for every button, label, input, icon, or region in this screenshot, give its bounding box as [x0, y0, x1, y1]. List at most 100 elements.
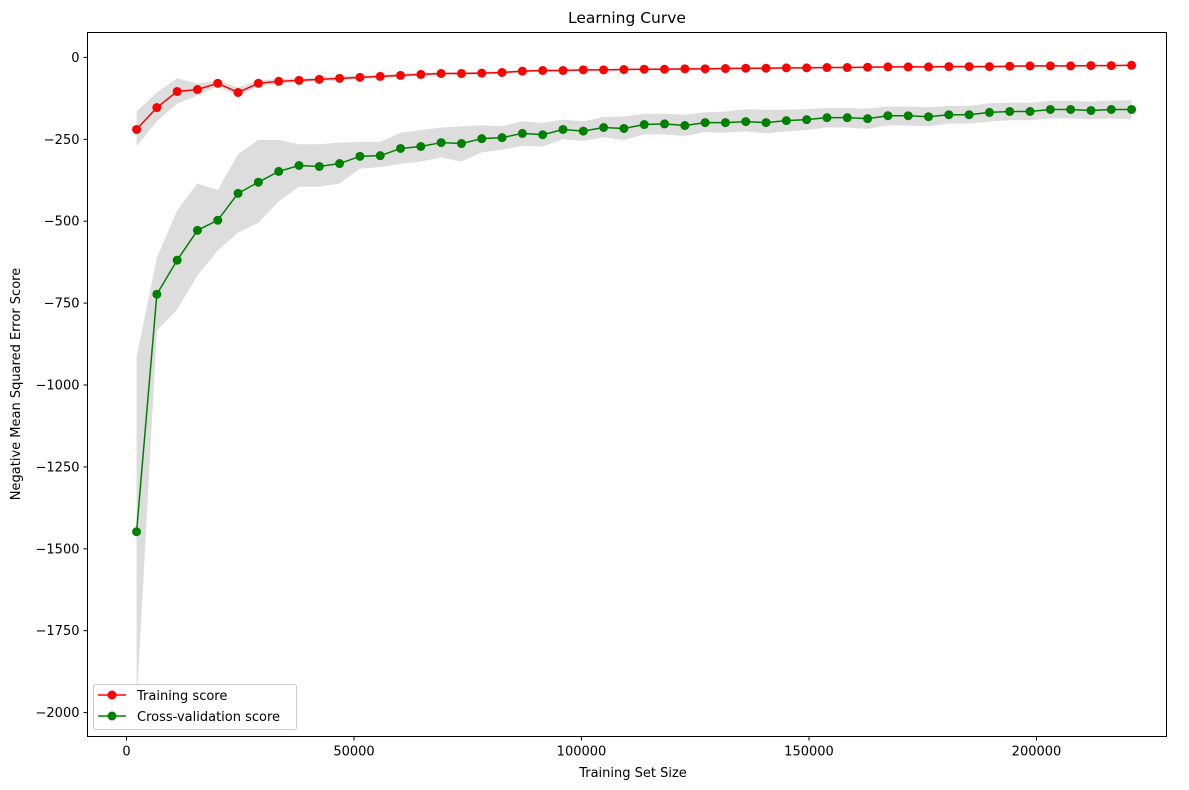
data-point — [1106, 104, 1116, 114]
y-tick-label: −1750 — [36, 624, 80, 639]
data-point — [538, 66, 548, 76]
legend: Training score Cross-validation score — [93, 684, 297, 730]
y-tick-label: −1250 — [36, 460, 80, 475]
x-tick-label: 100000 — [557, 745, 607, 760]
data-point — [253, 78, 263, 88]
data-point — [781, 116, 791, 126]
data-point — [355, 151, 365, 161]
data-point — [1106, 61, 1116, 71]
data-point — [497, 133, 507, 143]
x-tick-label: 50000 — [333, 745, 374, 760]
data-point — [1066, 61, 1076, 71]
data-point — [924, 62, 934, 72]
data-point — [741, 63, 751, 73]
y-tick-label: −250 — [44, 133, 80, 148]
data-point — [416, 69, 426, 79]
series-lines — [132, 60, 1137, 537]
data-point — [538, 130, 548, 140]
legend-label-cv: Cross-validation score — [137, 710, 280, 725]
data-point — [375, 151, 385, 161]
data-point — [375, 71, 385, 81]
data-point — [132, 527, 142, 537]
data-point — [578, 126, 588, 136]
data-point — [314, 74, 324, 84]
data-point — [984, 107, 994, 117]
legend-label-training: Training score — [136, 689, 227, 704]
data-point — [1086, 61, 1096, 71]
y-tick-label: −1500 — [36, 542, 80, 557]
data-point — [294, 161, 304, 171]
data-point — [213, 78, 223, 88]
data-point — [660, 119, 670, 129]
y-tick-label: 0 — [71, 51, 79, 66]
data-point — [883, 111, 893, 121]
data-point — [802, 63, 812, 73]
data-point — [842, 63, 852, 73]
data-point — [619, 123, 629, 133]
data-point — [456, 139, 466, 149]
data-point — [335, 159, 345, 169]
data-point — [619, 65, 629, 75]
data-point — [903, 62, 913, 72]
data-point — [720, 64, 730, 74]
data-point — [152, 103, 162, 113]
data-point — [720, 118, 730, 128]
data-point — [274, 76, 284, 86]
data-point — [1127, 104, 1137, 114]
data-point — [984, 62, 994, 72]
data-point — [1025, 106, 1035, 116]
data-point — [822, 113, 832, 123]
data-point — [517, 66, 527, 76]
data-point — [903, 111, 913, 121]
data-point — [436, 138, 446, 148]
data-point — [172, 86, 182, 96]
data-point — [517, 128, 527, 138]
data-point — [781, 63, 791, 73]
data-point — [680, 121, 690, 131]
data-point — [456, 68, 466, 78]
data-point — [964, 110, 974, 120]
data-point — [1005, 106, 1015, 116]
y-tick-label: −500 — [44, 215, 80, 230]
data-point — [253, 177, 263, 187]
data-point — [1045, 61, 1055, 71]
data-point — [477, 134, 487, 144]
data-point — [863, 114, 873, 124]
data-point — [680, 64, 690, 74]
x-tick-label: 150000 — [784, 745, 834, 760]
x-axis-label: Training Set Size — [578, 766, 687, 781]
data-point — [700, 118, 710, 128]
std-bands — [136, 64, 1132, 707]
y-axis-label: Negative Mean Squared Error Score — [9, 268, 24, 500]
data-point — [761, 118, 771, 128]
data-point — [660, 64, 670, 74]
data-point — [314, 161, 324, 171]
data-point — [396, 143, 406, 153]
data-point — [192, 225, 202, 235]
data-point — [233, 188, 243, 198]
data-point — [924, 112, 934, 122]
data-point — [132, 124, 142, 134]
data-point — [152, 289, 162, 299]
data-point — [842, 113, 852, 123]
data-point — [1127, 60, 1137, 70]
y-tick-label: −1000 — [36, 378, 80, 393]
legend-marker-training — [107, 690, 117, 700]
data-point — [599, 65, 609, 75]
data-point — [436, 68, 446, 78]
data-point — [558, 124, 568, 134]
data-point — [1025, 61, 1035, 71]
data-point — [944, 62, 954, 72]
std-band-1 — [136, 100, 1132, 707]
x-tick-label: 200000 — [1012, 745, 1062, 760]
data-point — [863, 62, 873, 72]
y-tick-label: −750 — [44, 297, 80, 312]
data-point — [1086, 105, 1096, 115]
data-point — [477, 68, 487, 78]
y-axis-ticks: 0 −250 −500 −750 −1000 −1250 −1500 −1750 −2000 — [36, 51, 88, 721]
data-point — [944, 110, 954, 120]
data-point — [192, 85, 202, 95]
data-point — [578, 65, 588, 75]
data-point — [822, 63, 832, 73]
